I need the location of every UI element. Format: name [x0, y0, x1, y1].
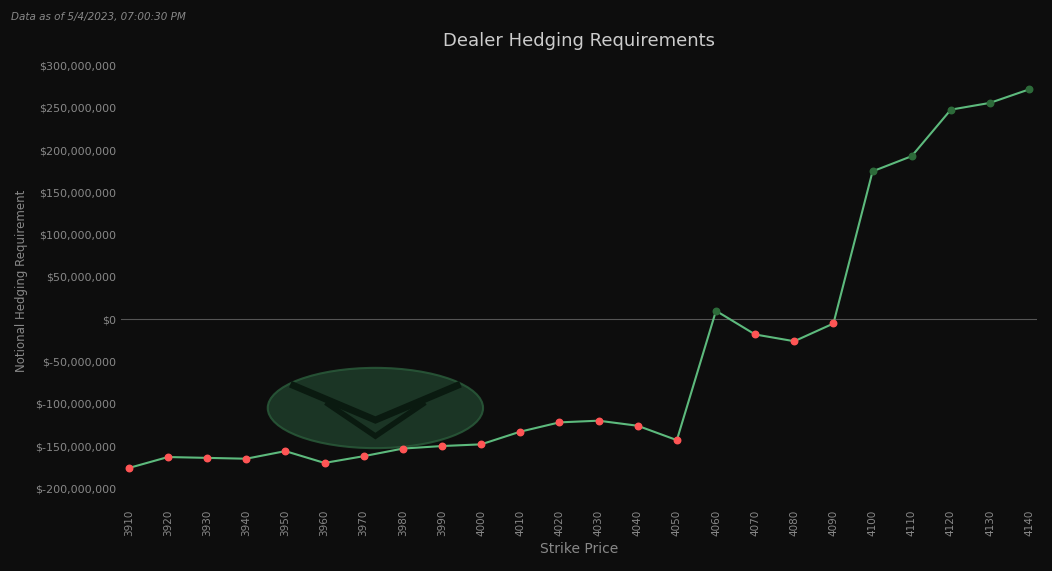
Point: [120, 464, 137, 473]
Text: Data as of 5/4/2023, 07:00:30 PM: Data as of 5/4/2023, 07:00:30 PM: [11, 12, 185, 22]
Point: [668, 436, 685, 445]
Point: [356, 452, 372, 461]
Point: [394, 444, 411, 453]
Point: [747, 330, 764, 339]
Point: [472, 440, 489, 449]
Point: [316, 459, 332, 468]
Point: [199, 453, 216, 463]
Point: [629, 421, 646, 431]
Point: [238, 454, 255, 463]
Point: [786, 337, 803, 346]
Point: [433, 441, 450, 451]
Title: Dealer Hedging Requirements: Dealer Hedging Requirements: [443, 32, 715, 50]
Point: [825, 319, 842, 328]
Ellipse shape: [268, 368, 483, 448]
Point: [864, 167, 881, 176]
Point: [160, 452, 177, 461]
Point: [982, 98, 998, 107]
Point: [904, 151, 920, 160]
Point: [277, 447, 294, 456]
X-axis label: Strike Price: Strike Price: [540, 542, 619, 556]
Point: [512, 427, 529, 436]
Point: [943, 105, 959, 114]
Y-axis label: Notional Hedging Requirement: Notional Hedging Requirement: [15, 190, 28, 372]
Point: [551, 418, 568, 427]
Point: [590, 416, 607, 425]
Point: [1020, 85, 1037, 94]
Point: [708, 306, 725, 315]
